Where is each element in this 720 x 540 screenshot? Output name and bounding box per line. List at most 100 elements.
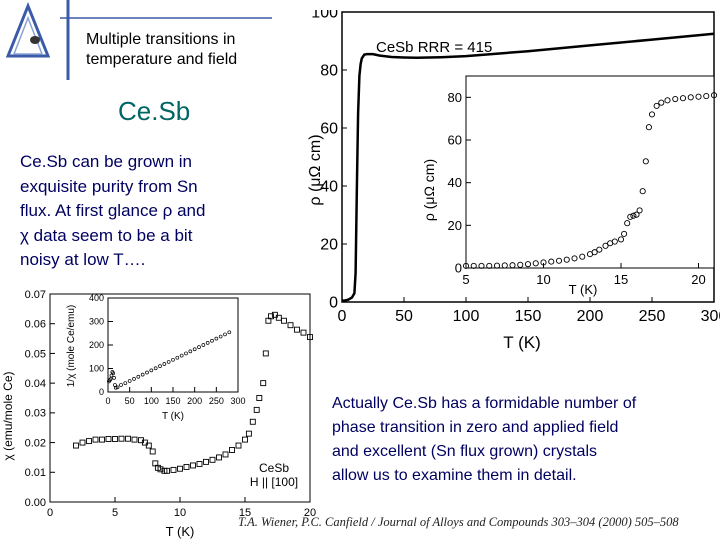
rho-inset-x-tick-label: 15 — [614, 272, 628, 287]
chi-inset-point — [197, 345, 201, 349]
chi-inset-point — [210, 338, 214, 343]
chi-inset-y-tick-label: 400 — [89, 293, 104, 303]
slide-title: Ce.Sb — [118, 96, 191, 126]
rho-inset-point — [617, 236, 625, 243]
chi-inset-point — [108, 377, 113, 381]
rho-inset-point — [679, 95, 687, 102]
body-left-line: noisy at low T…. — [20, 250, 146, 269]
chi-inset-point — [205, 341, 210, 345]
rho-inset-point — [703, 93, 710, 100]
rho-inset-point — [555, 257, 563, 264]
rho-inset-point — [563, 256, 570, 263]
chi-point — [300, 329, 307, 336]
rho-inset-point — [627, 213, 634, 220]
rho-x-tick-label: 200 — [577, 308, 604, 325]
chi-point — [229, 447, 235, 453]
rho-x-tick-label: 250 — [639, 308, 666, 325]
chi-y-tick-label: 0.02 — [25, 437, 46, 449]
rho-inset-point — [596, 246, 603, 253]
chi-inset-x-tick-label: 100 — [144, 396, 159, 406]
rho-inset-point — [602, 242, 609, 249]
university-logo — [4, 0, 74, 67]
body-right-line: and excellent (Sn flux grown) crystals — [332, 443, 597, 460]
rho-inset-point — [571, 255, 578, 262]
chi-point — [253, 406, 260, 413]
chi-point — [287, 322, 294, 329]
rho-inset-point — [636, 207, 643, 214]
chi-x-tick-label: 15 — [239, 507, 251, 519]
chi-inset-point — [223, 332, 227, 337]
chi-point — [92, 436, 99, 443]
chi-annotation-field: H || [100] — [250, 475, 298, 489]
rho-inset-point — [486, 262, 493, 269]
rho-inset-point — [633, 211, 640, 218]
chi-inset-point — [171, 357, 175, 362]
rho-inset-point — [462, 262, 470, 269]
header-text: Multiple transitions in temperature and … — [86, 30, 237, 70]
chi-inset-y-tick-label: 100 — [89, 364, 104, 374]
body-right-line: Actually Ce.Sb has a formidable number o… — [332, 395, 637, 412]
chi-y-tick-label: 0.06 — [25, 319, 46, 331]
chi-point — [245, 430, 252, 437]
rho-inset-x-tick-label: 5 — [462, 272, 469, 287]
chi-point — [256, 395, 263, 401]
chi-inset-x-tick-label: 150 — [165, 396, 180, 406]
resistivity-chart: CeSb RRR = 415 T (K) ρ (μΩ cm) 0 50 100 150… — [307, 10, 720, 352]
rho-inset-y-tick-label: 60 — [448, 133, 462, 148]
rho-inset-point — [509, 262, 516, 269]
rho-inset-point — [664, 97, 671, 104]
chi-inset-point — [123, 381, 128, 385]
chi-inset-point — [136, 374, 141, 379]
rho-inset-point — [639, 188, 646, 195]
rho-y-tick-label: 80 — [320, 63, 338, 80]
chi-point — [131, 436, 138, 443]
chi-point — [260, 380, 267, 387]
body-right-line: allow us to examine them in detail. — [332, 467, 577, 484]
chi-point — [157, 466, 164, 473]
chi-inset-point — [153, 366, 158, 371]
chi-inset-point — [149, 368, 154, 373]
chi-inset-point — [184, 351, 188, 356]
chi-point — [203, 458, 209, 465]
x-axis-label: T (K) — [503, 333, 540, 352]
inset-y-axis-label: ρ (μΩ cm) — [421, 159, 437, 221]
chi-point — [79, 439, 86, 446]
chi-y-tick-label: 0.00 — [25, 497, 46, 509]
rho-x-tick-label: 100 — [453, 308, 480, 325]
rho-x-tick-label: 300 — [701, 308, 720, 325]
rho-inset-point — [642, 158, 649, 165]
chi-inset-point — [158, 364, 162, 369]
chi-point — [196, 461, 203, 467]
chi-inset-point — [188, 349, 193, 354]
rho-inset-point — [621, 230, 628, 237]
chi-point — [73, 442, 79, 449]
chi-point — [235, 442, 242, 449]
susceptibility-chart: T (K) χ (emu/mole Ce) CeSb H || [100] 0 5… — [1, 289, 316, 539]
body-text-right: Actually Ce.Sb has a formidable number o… — [332, 392, 717, 488]
chi-y-tick-label: 0.01 — [25, 467, 46, 479]
header-line-2: temperature and field — [86, 51, 238, 68]
chi-inset-x-tick-label: 250 — [209, 396, 224, 406]
chi-point — [105, 436, 112, 442]
body-right-line: phase transition in zero and applied fie… — [332, 419, 619, 436]
rho-inset-point — [672, 95, 679, 103]
chi-y-tick-label: 0.05 — [25, 348, 46, 360]
chi-inset-point — [214, 336, 219, 341]
chi-inset-point — [162, 362, 167, 366]
chi-point — [170, 466, 177, 473]
chi-point — [183, 463, 190, 470]
chi-inset-x-tick-label: 0 — [105, 396, 110, 406]
chi-inset-point — [179, 353, 184, 358]
chi-y-tick-label: 0.03 — [25, 408, 46, 420]
rho-y-tick-label: 100 — [311, 10, 338, 22]
chi-x-axis-label: T (K) — [166, 524, 195, 539]
chi-inset-point — [113, 385, 118, 390]
rho-inset-point — [591, 249, 598, 256]
inset-x-axis-label: T (K) — [569, 282, 598, 297]
chi-point — [216, 454, 222, 461]
chi-point — [86, 438, 92, 445]
rho-inset-point — [579, 253, 586, 260]
rho-inset-point — [653, 102, 660, 109]
chi-x-tick-label: 10 — [174, 507, 186, 519]
chi-inset-x-axis-label: T (K) — [162, 411, 184, 422]
